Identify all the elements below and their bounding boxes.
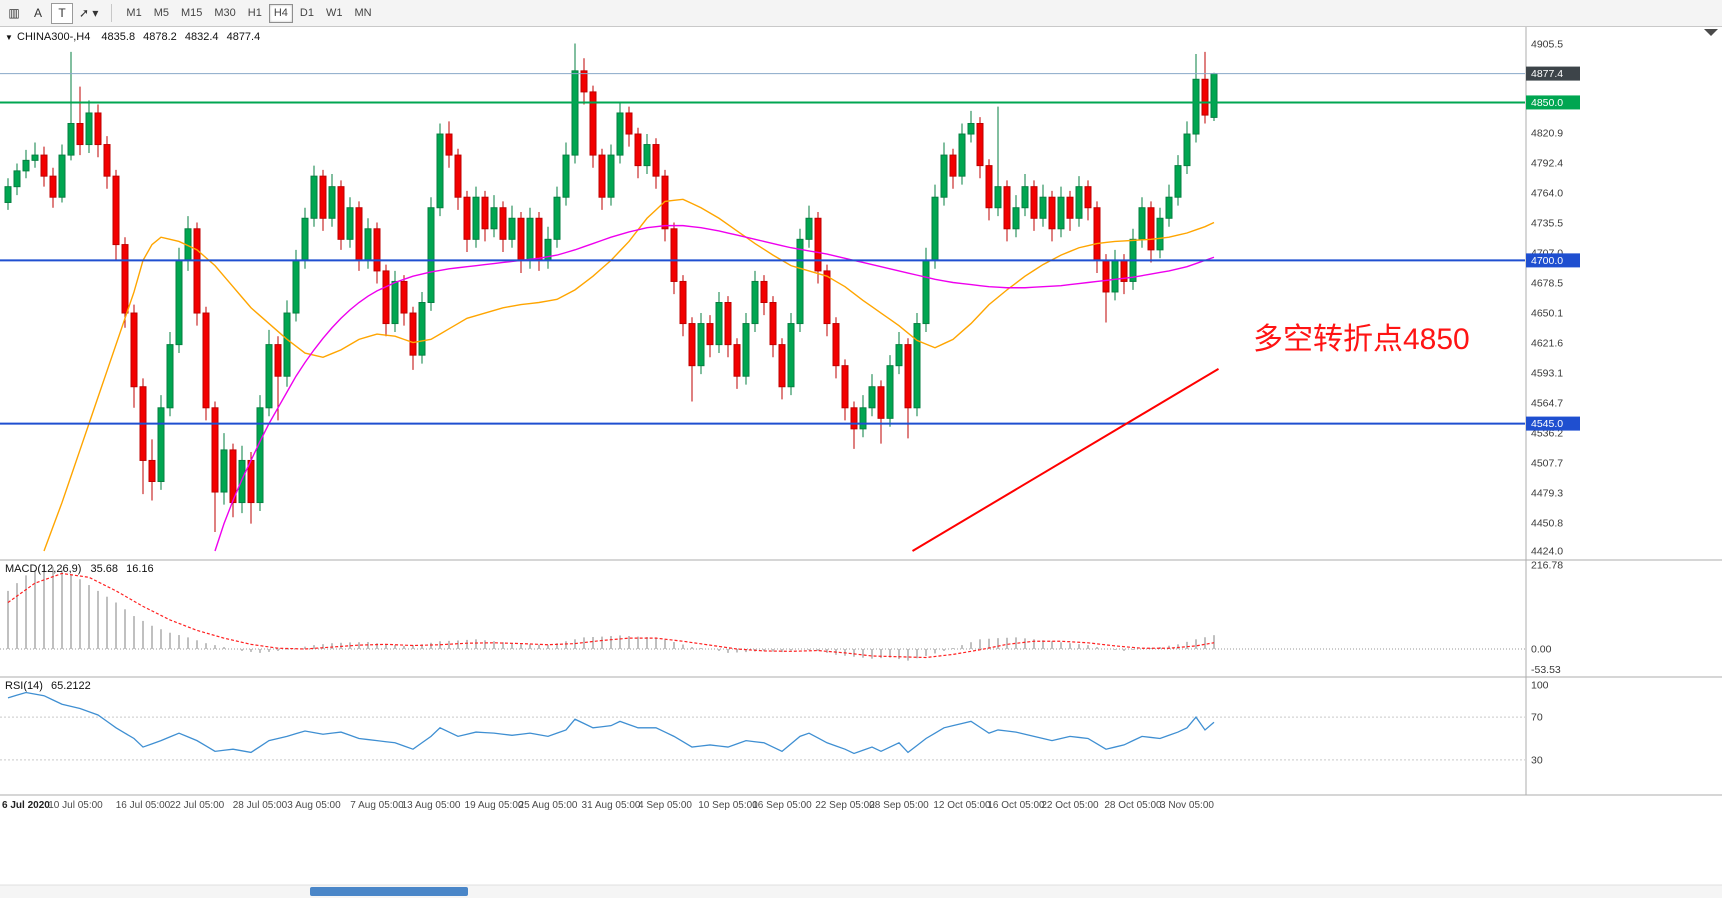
ohlc-close: 4877.4: [227, 31, 261, 43]
price-axis-label: 4450.8: [1531, 517, 1563, 529]
toolbar: ▥ A T ➚ ▾ M1 M5 M15 M30 H1 H4 D1 W1 MN: [0, 0, 1722, 27]
timeframe-H4[interactable]: H4: [268, 3, 293, 23]
time-axis-label: 16 Sep 05:00: [752, 800, 812, 811]
symbol-dropdown-icon[interactable]: ▼: [5, 33, 13, 42]
rsi-axis-label: 100: [1531, 680, 1549, 692]
chart-window-icon[interactable]: ▥: [3, 3, 25, 24]
chart-shift-marker[interactable]: [1704, 29, 1718, 36]
annotation-text[interactable]: 多空转折点4850: [1253, 323, 1470, 356]
h-scrollbar-thumb[interactable]: [310, 887, 468, 896]
price-badge-4700.0: 4700.0: [1526, 253, 1580, 268]
price-axis-label: 4424.0: [1531, 546, 1563, 558]
price-axis-label: 4905.5: [1531, 39, 1563, 51]
time-axis-label: 7 Aug 05:00: [350, 800, 404, 811]
price-axis-label: 4678.5: [1531, 278, 1563, 290]
time-axis-label: 22 Jul 05:00: [170, 800, 225, 811]
time-axis-label: 12 Oct 05:00: [933, 800, 991, 811]
ma-fast-line: [43, 198, 1215, 552]
toolbar-divider: [111, 4, 113, 22]
price-axis-label: 4507.7: [1531, 457, 1563, 469]
chart-container: 4905.54820.94792.44764.04735.54707.04678…: [0, 27, 1722, 898]
macd-axis-label: 0.00: [1531, 644, 1552, 656]
text-tool[interactable]: T: [51, 2, 73, 24]
draw-tool[interactable]: ➚ ▾: [75, 3, 102, 24]
rsi-name: RSI(14): [5, 680, 43, 692]
timeframe-M30[interactable]: M30: [209, 4, 240, 23]
timeframe-group: M1 M5 M15 M30 H1 H4 D1 W1 MN: [121, 3, 376, 23]
price-axis-label: 4650.1: [1531, 307, 1563, 319]
time-axis-label: 22 Sep 05:00: [815, 800, 875, 811]
timeframe-W1[interactable]: W1: [321, 4, 348, 23]
time-axis-label: 10 Jul 05:00: [48, 800, 103, 811]
h-scrollbar-track[interactable]: [0, 885, 1722, 898]
timeframe-H1[interactable]: H1: [243, 4, 267, 23]
macd-axis-label: 216.78: [1531, 560, 1563, 572]
time-axis-label: 31 Aug 05:00: [582, 800, 641, 811]
macd-name: MACD(12,26,9): [5, 563, 81, 575]
svg-text:4700.0: 4700.0: [1531, 255, 1563, 267]
macd-signal-value: 16.16: [126, 563, 154, 575]
time-axis-label: 6 Jul 2020: [2, 800, 50, 811]
macd-main-value: 35.68: [90, 563, 118, 575]
price-axis-label: 4621.6: [1531, 337, 1563, 349]
price-axis-label: 4820.9: [1531, 128, 1563, 140]
timeframe-M15[interactable]: M15: [176, 4, 207, 23]
rsi-label: RSI(14) 65.2122: [5, 680, 91, 692]
price-badge-4545.0: 4545.0: [1526, 416, 1580, 431]
candlestick-series: [4, 43, 1218, 533]
time-axis-label: 10 Sep 05:00: [698, 800, 758, 811]
ohlc-high: 4878.2: [143, 31, 177, 43]
time-axis-label: 25 Aug 05:00: [519, 800, 578, 811]
macd-signal-line: [7, 572, 1215, 659]
time-axis-label: 3 Aug 05:00: [287, 800, 341, 811]
time-axis-label: 28 Jul 05:00: [233, 800, 288, 811]
toolbar-tools: ▥ A T ➚ ▾: [3, 2, 102, 24]
svg-text:4850.0: 4850.0: [1531, 97, 1563, 109]
timeframe-D1[interactable]: D1: [295, 4, 319, 23]
time-axis-label: 28 Sep 05:00: [869, 800, 929, 811]
price-badge-4850.0: 4850.0: [1526, 95, 1580, 110]
ohlc-open: 4835.8: [101, 31, 135, 43]
timeframe-M5[interactable]: M5: [149, 4, 174, 23]
time-axis-label: 16 Oct 05:00: [987, 800, 1045, 811]
price-axis-label: 4764.0: [1531, 187, 1563, 199]
time-axis-label: 3 Nov 05:00: [1160, 800, 1214, 811]
svg-text:4877.4: 4877.4: [1531, 68, 1563, 80]
price-axis-label: 4564.7: [1531, 397, 1563, 409]
time-axis-label: 16 Jul 05:00: [116, 800, 171, 811]
time-axis-label: 19 Aug 05:00: [465, 800, 524, 811]
trendline[interactable]: [911, 367, 1220, 552]
macd-axis-label: -53.53: [1531, 664, 1561, 676]
timeframe-M1[interactable]: M1: [121, 4, 146, 23]
price-axis-label: 4735.5: [1531, 218, 1563, 230]
rsi-line: [7, 691, 1215, 755]
time-axis-label: 4 Sep 05:00: [638, 800, 692, 811]
ma-slow-line: [214, 224, 1215, 552]
time-axis-label: 28 Oct 05:00: [1104, 800, 1162, 811]
rsi-value: 65.2122: [51, 680, 91, 692]
chart-ohlc-header: CHINA300-,H4 4835.8 4878.2 4832.4 4877.4: [17, 31, 260, 43]
price-axis-label: 4792.4: [1531, 158, 1563, 170]
timeframe-MN[interactable]: MN: [349, 4, 376, 23]
price-axis-label: 4593.1: [1531, 367, 1563, 379]
symbol-label: CHINA300-,H4: [17, 31, 90, 43]
ohlc-low: 4832.4: [185, 31, 219, 43]
macd-label: MACD(12,26,9) 35.68 16.16: [5, 563, 154, 575]
chart-canvas[interactable]: 4905.54820.94792.44764.04735.54707.04678…: [0, 27, 1722, 898]
svg-text:4545.0: 4545.0: [1531, 418, 1563, 430]
time-axis-label: 22 Oct 05:00: [1041, 800, 1099, 811]
price-axis-label: 4479.3: [1531, 487, 1563, 499]
macd-histogram: [7, 565, 1215, 661]
time-axis-label: 13 Aug 05:00: [402, 800, 461, 811]
annotation-a-tool[interactable]: A: [27, 3, 49, 24]
rsi-axis-label: 70: [1531, 712, 1543, 724]
price-badge-4877.4: 4877.4: [1526, 66, 1580, 81]
rsi-axis-label: 30: [1531, 754, 1543, 766]
